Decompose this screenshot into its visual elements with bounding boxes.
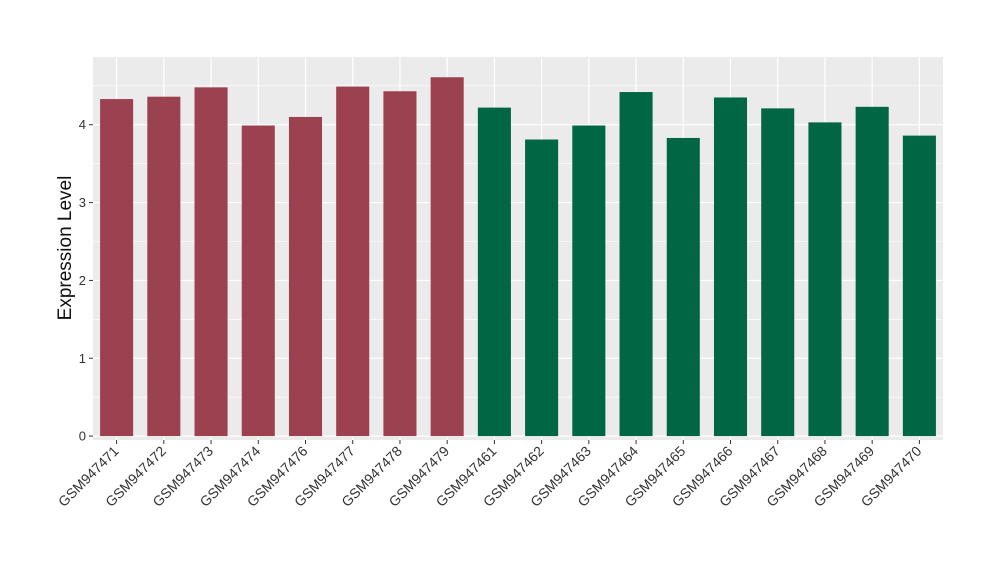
y-tick-label: 1 [79, 351, 86, 366]
plot-panel [93, 57, 943, 440]
y-axis-label: Expression Level [55, 176, 76, 321]
y-tick-label: 4 [79, 117, 86, 132]
y-tick-label: 3 [79, 195, 86, 210]
x-axis: GSM947471GSM947472GSM947473GSM947474GSM9… [55, 440, 925, 510]
bar [194, 87, 228, 437]
bar [241, 125, 275, 437]
bar [100, 99, 134, 437]
bar [525, 139, 559, 437]
y-tick-label: 2 [79, 273, 86, 288]
bar [430, 77, 464, 437]
y-tick-label: 0 [79, 429, 86, 444]
bar [902, 135, 936, 437]
bar [666, 137, 700, 437]
bar [619, 92, 653, 437]
bar [147, 96, 181, 437]
bar [477, 107, 511, 437]
bar [383, 91, 417, 437]
bar [713, 97, 748, 437]
bar [572, 125, 606, 437]
bar [855, 106, 889, 437]
y-axis: 0 1 2 3 4 [79, 117, 93, 444]
bar [808, 122, 842, 437]
bar [288, 116, 323, 437]
bar [336, 86, 370, 437]
bar [761, 108, 795, 437]
bars [100, 77, 936, 437]
